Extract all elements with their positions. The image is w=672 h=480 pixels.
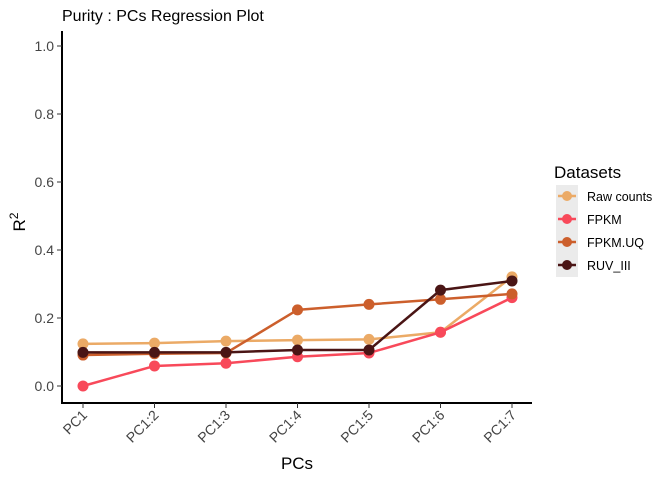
data-point (506, 275, 518, 287)
legend-title: Datasets (554, 163, 621, 182)
data-point (292, 344, 303, 356)
legend-point (562, 260, 572, 270)
y-tick-label: 0.4 (35, 242, 55, 258)
data-point (363, 344, 375, 356)
data-point (149, 337, 160, 349)
x-tick-label: PC1:6 (409, 407, 448, 446)
x-tick-label: PC1:7 (480, 407, 519, 446)
y-tick-label: 0.0 (35, 378, 55, 394)
x-tick-label: PC1:4 (266, 407, 305, 446)
data-point (363, 333, 375, 345)
data-point (220, 346, 232, 358)
data-point (149, 360, 160, 372)
data-point (435, 326, 446, 338)
data-point (292, 334, 303, 346)
x-tick-label: PC1 (60, 407, 91, 438)
data-point (149, 346, 160, 358)
x-tick-label: PC1:3 (194, 407, 233, 446)
chart-title: Purity : PCs Regression Plot (62, 8, 264, 25)
x-tick-label: PC1:2 (123, 407, 162, 446)
data-point (220, 335, 232, 347)
y-tick-label: 1.0 (35, 38, 55, 54)
y-tick-label: 0.8 (35, 106, 55, 122)
data-point (292, 304, 303, 316)
data-point (506, 288, 518, 300)
data-point (220, 357, 232, 369)
legend-label: Raw counts (587, 190, 652, 204)
data-point (435, 293, 446, 305)
legend: Datasets Raw counts FPKM FPKM.UQ RUV_III (554, 163, 652, 277)
data-point (435, 284, 446, 296)
legend-point (562, 191, 572, 201)
legend-point (562, 237, 572, 247)
legend-label: FPKM (587, 213, 622, 227)
legend-label: RUV_III (587, 259, 631, 273)
legend-label: FPKM.UQ (587, 236, 644, 250)
data-point (77, 338, 89, 350)
legend-point (562, 214, 572, 224)
x-tick-label: PC1:5 (337, 407, 376, 446)
data-point (77, 380, 89, 392)
data-point (363, 298, 375, 310)
data-point (77, 346, 89, 358)
y-tick-label: 0.6 (35, 174, 55, 190)
x-axis-label: PCs (281, 454, 313, 473)
y-tick-label: 0.2 (35, 310, 55, 326)
y-axis-label: R2 (7, 212, 29, 231)
